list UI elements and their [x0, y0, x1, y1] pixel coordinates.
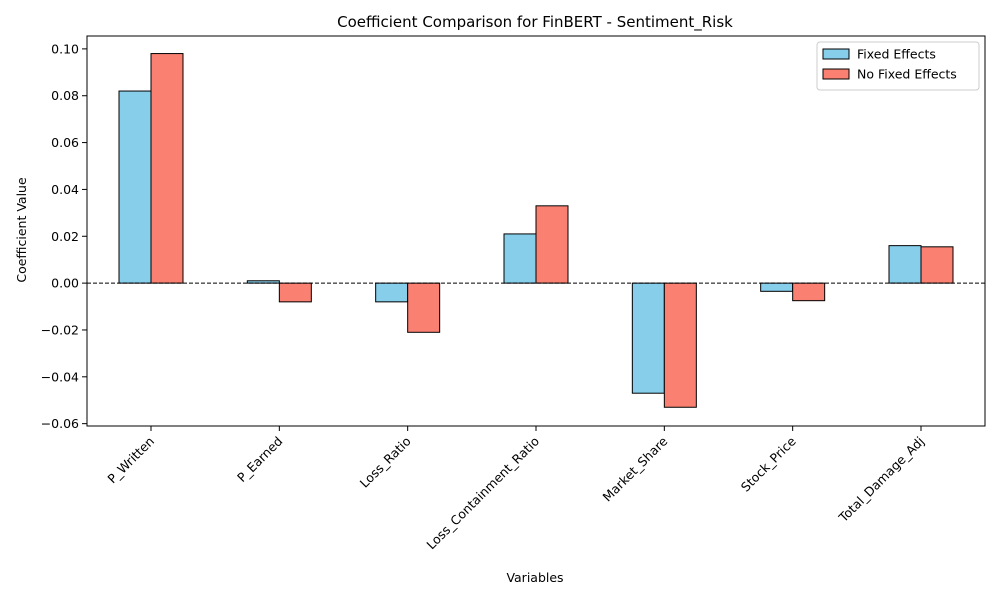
chart-title: Coefficient Comparison for FinBERT - Sen…	[337, 13, 733, 32]
y-tick-label: −0.06	[41, 416, 79, 431]
y-tick-label: 0.02	[51, 229, 79, 244]
bar-fixed-effects	[631, 282, 665, 394]
x-tick-label: Loss_Containment_Ratio	[423, 434, 542, 553]
bar-fixed-effects	[375, 282, 409, 303]
bar-no-fixed-effects	[663, 282, 697, 408]
y-tick-label: 0.06	[51, 135, 79, 150]
bar-no-fixed-effects	[920, 246, 954, 284]
x-tick-label: P_Written	[104, 434, 157, 487]
x-tick-label: Market_Share	[600, 433, 671, 504]
plot-area: −0.06 −0.04 −0.02 0.00 0.02 0.04 0.06 0.08 0.10 P…	[41, 35, 986, 553]
bar-no-fixed-effects	[150, 53, 184, 284]
y-tick-label: −0.04	[41, 369, 79, 384]
bar-fixed-effects	[503, 233, 537, 284]
y-tick-label: −0.02	[41, 322, 79, 337]
bar-fixed-effects	[888, 245, 922, 284]
x-tick-label: P_Earned	[234, 434, 285, 485]
y-axis-label: Coefficient Value	[14, 177, 29, 283]
bar-no-fixed-effects	[278, 282, 312, 303]
y-tick-label: 0.04	[51, 182, 79, 197]
legend-swatch	[822, 68, 850, 80]
bar-fixed-effects	[118, 90, 152, 284]
bar-no-fixed-effects	[792, 282, 826, 302]
bar-fixed-effects	[760, 282, 794, 292]
bar-no-fixed-effects	[535, 205, 569, 284]
legend-label: No Fixed Effects	[857, 67, 957, 82]
x-tick-label: Stock_Price	[738, 433, 799, 494]
legend: Fixed Effects No Fixed Effects	[816, 41, 980, 91]
legend-swatch	[822, 48, 850, 60]
legend-box	[816, 41, 980, 91]
y-tick-label: 0.08	[51, 88, 79, 103]
legend-label: Fixed Effects	[857, 47, 936, 62]
y-tick-label: 0.10	[51, 41, 79, 56]
x-tick-label: Loss_Ratio	[357, 434, 414, 491]
x-axis-label: Variables	[506, 570, 563, 585]
x-tick-label: Total_Damage_Adj	[835, 434, 927, 526]
bar-no-fixed-effects	[407, 282, 441, 333]
y-tick-label: 0.00	[51, 276, 79, 291]
